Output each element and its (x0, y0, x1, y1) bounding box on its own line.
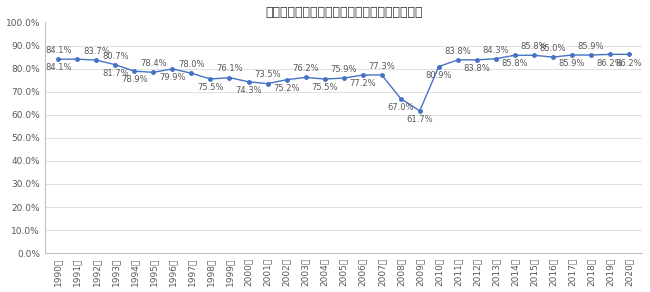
Text: 76.1%: 76.1% (216, 65, 243, 74)
Text: 86.2%: 86.2% (597, 58, 623, 67)
Text: 77.3%: 77.3% (369, 62, 395, 71)
Text: 75.9%: 75.9% (330, 65, 357, 74)
Text: 75.5%: 75.5% (197, 83, 224, 92)
Text: 84.3%: 84.3% (482, 46, 509, 55)
Text: 83.8%: 83.8% (463, 64, 490, 73)
Text: 84.1%: 84.1% (45, 63, 72, 72)
Text: 85.0%: 85.0% (540, 44, 566, 53)
Text: 76.2%: 76.2% (292, 64, 319, 73)
Text: 85.8%: 85.8% (502, 60, 528, 68)
Text: 78.0%: 78.0% (178, 60, 205, 69)
Text: 78.4%: 78.4% (140, 59, 166, 68)
Text: 81.7%: 81.7% (102, 69, 129, 78)
Text: 85.9%: 85.9% (578, 42, 604, 51)
Text: 84.1%: 84.1% (45, 46, 72, 55)
Text: 79.9%: 79.9% (159, 73, 186, 82)
Text: 75.2%: 75.2% (273, 84, 300, 93)
Text: 67.0%: 67.0% (387, 103, 414, 112)
Text: 77.2%: 77.2% (349, 79, 376, 88)
Title: 職業安定所又は学校を通じて就職した者の割合: 職業安定所又は学校を通じて就職した者の割合 (265, 6, 422, 19)
Text: 80.9%: 80.9% (426, 71, 452, 80)
Text: 83.7%: 83.7% (83, 47, 110, 56)
Text: 74.3%: 74.3% (235, 86, 262, 95)
Text: 75.5%: 75.5% (311, 83, 338, 92)
Text: 78.9%: 78.9% (121, 75, 148, 84)
Text: 80.7%: 80.7% (102, 52, 129, 60)
Text: 85.8%: 85.8% (521, 42, 547, 51)
Text: 83.8%: 83.8% (445, 47, 471, 56)
Text: 85.9%: 85.9% (559, 59, 585, 68)
Text: 73.5%: 73.5% (254, 70, 281, 79)
Text: 61.7%: 61.7% (406, 115, 433, 124)
Text: 86.2%: 86.2% (616, 58, 642, 67)
